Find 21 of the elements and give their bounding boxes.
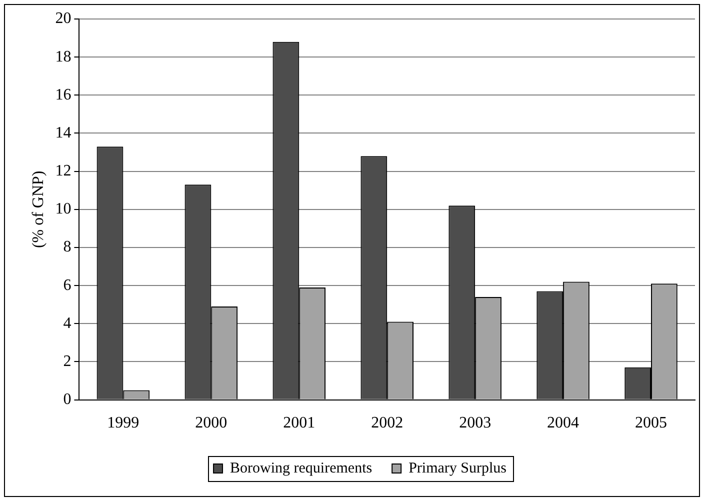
legend-label: Borowing requirements [230, 460, 372, 476]
x-tick-label: 2001 [283, 414, 316, 432]
x-tick-label: 2004 [547, 414, 580, 432]
y-tick-label: 4 [63, 314, 72, 332]
y-tick-label: 8 [63, 238, 72, 256]
x-tick-label: 2005 [635, 414, 668, 432]
x-tick-label: 2000 [195, 414, 228, 432]
y-axis-title: (% of GNP) [30, 170, 47, 248]
y-tick-label: 14 [55, 124, 72, 142]
x-tick-label: 2003 [459, 414, 492, 432]
legend-label: Primary Surplus [408, 460, 507, 476]
y-tick-label: 0 [63, 391, 72, 408]
y-tick-label: 18 [55, 48, 72, 66]
y-tick-label: 20 [55, 10, 72, 28]
y-tick-label: 10 [55, 200, 72, 218]
y-tick-label: 12 [55, 162, 72, 180]
x-tick-label: 1999 [107, 414, 140, 432]
x-tick-label: 2002 [371, 414, 404, 432]
y-tick-label: 16 [55, 86, 72, 104]
y-tick-label: 6 [63, 276, 72, 294]
y-tick-label: 2 [63, 352, 72, 370]
